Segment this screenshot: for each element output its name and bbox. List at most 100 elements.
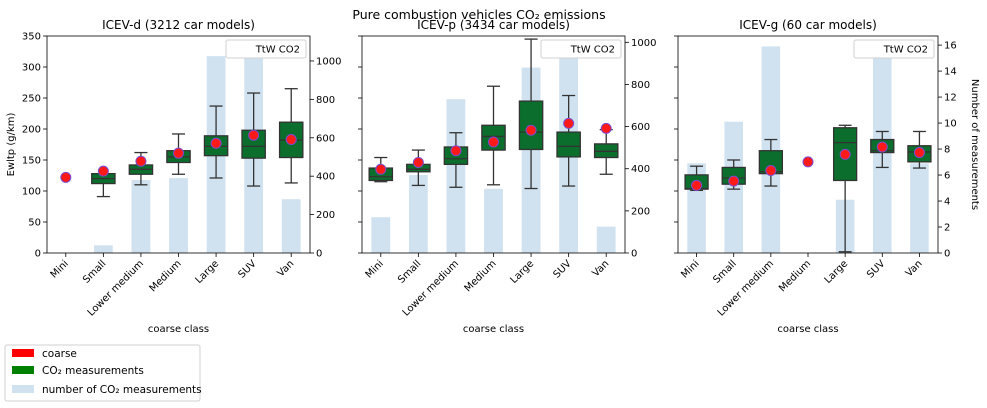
count-bar-van bbox=[910, 163, 929, 253]
mean-dot-van bbox=[600, 122, 612, 134]
x-tick-label: Small bbox=[711, 258, 738, 285]
legend-swatch-co2 bbox=[12, 366, 34, 374]
panel-legend-label: TtW CO2 bbox=[255, 45, 300, 56]
count-bar-van bbox=[596, 226, 616, 253]
right-tick-label: 10 bbox=[944, 119, 957, 130]
right-tick-label: 0 bbox=[631, 249, 637, 260]
right-tick-label: 200 bbox=[316, 210, 335, 221]
right-tick-label: 400 bbox=[316, 172, 335, 183]
panel-title: ICEV-d (3212 car models) bbox=[102, 18, 255, 32]
left-tick-label: 50 bbox=[28, 218, 41, 229]
mean-dot-medium bbox=[173, 147, 184, 159]
panel-title: ICEV-g (60 car models) bbox=[739, 18, 877, 32]
mean-dot-suv bbox=[563, 117, 575, 129]
box-iqr bbox=[556, 131, 581, 158]
mean-dot-mini bbox=[375, 163, 387, 175]
panel-title: ICEV-p (3434 car models) bbox=[417, 18, 570, 32]
right-tick-label: 8 bbox=[944, 145, 950, 156]
mean-dot-lower-medium bbox=[450, 145, 462, 157]
figure-legend-frame bbox=[4, 344, 201, 402]
plot-frame bbox=[677, 35, 939, 254]
x-tick-label: Van bbox=[275, 258, 296, 279]
x-tick-label: Large bbox=[823, 258, 851, 286]
legend-label-co2: CO₂ measurements bbox=[42, 365, 144, 377]
box-mini bbox=[368, 156, 394, 183]
mean-dot-lower-medium bbox=[765, 165, 777, 177]
right-tick-label: 6 bbox=[944, 171, 950, 182]
count-bar-small bbox=[408, 175, 428, 253]
x-tick-label: Medium bbox=[777, 258, 813, 294]
x-tick-label: Medium bbox=[463, 258, 499, 294]
left-tick-label: 200 bbox=[22, 125, 41, 136]
x-tick-label: SUV bbox=[865, 258, 887, 280]
box-suv bbox=[556, 94, 581, 187]
count-bar-medium bbox=[484, 188, 503, 253]
mean-dot-medium bbox=[488, 136, 499, 148]
mean-dot-suv bbox=[248, 129, 260, 141]
x-tick-label: Van bbox=[904, 258, 925, 279]
mean-dot-mini bbox=[691, 179, 703, 191]
x-tick-label: Mini bbox=[364, 258, 386, 280]
right-tick-label: 400 bbox=[631, 164, 650, 175]
mean-dot-large bbox=[525, 124, 537, 136]
box-medium bbox=[481, 85, 506, 186]
x-axis-label: coarse class bbox=[777, 324, 838, 335]
left-tick-label: 150 bbox=[22, 156, 41, 167]
mean-dot-large bbox=[839, 148, 851, 160]
box-van bbox=[278, 88, 304, 184]
legend-swatch-count bbox=[12, 385, 34, 393]
y-axis-label: Ewltp (g/km) bbox=[6, 113, 17, 177]
right-tick-label: 200 bbox=[631, 206, 650, 217]
legend-label-count: number of CO₂ measurements bbox=[42, 384, 202, 396]
mean-dot-large bbox=[210, 137, 222, 149]
box-suv bbox=[241, 92, 266, 187]
right-tick-label: 600 bbox=[631, 122, 650, 133]
mean-dot-small bbox=[412, 156, 424, 168]
x-tick-label: Large bbox=[194, 258, 222, 286]
x-tick-label: SUV bbox=[551, 258, 573, 280]
right-tick-label: 0 bbox=[944, 249, 950, 260]
right-tick-label: 14 bbox=[944, 67, 957, 78]
x-tick-label: Medium bbox=[148, 258, 184, 294]
x-tick-label: Mini bbox=[679, 258, 701, 280]
mean-dot-van bbox=[913, 147, 925, 159]
panel-legend-frame bbox=[853, 39, 935, 59]
mean-dot-van bbox=[285, 134, 297, 146]
box-van bbox=[593, 128, 619, 175]
mean-dot-suv bbox=[876, 141, 888, 153]
count-bar-lower-medium bbox=[131, 180, 151, 253]
legend-swatch-coarse bbox=[12, 349, 34, 357]
panel-legend-frame bbox=[540, 39, 622, 59]
panel-legend-label: TtW CO2 bbox=[570, 45, 615, 56]
left-tick-label: 300 bbox=[22, 63, 41, 74]
right-tick-label: 1000 bbox=[631, 38, 656, 49]
right-tick-label: 2 bbox=[944, 223, 950, 234]
right-tick-label: 0 bbox=[316, 249, 322, 260]
right-tick-label: 4 bbox=[944, 197, 950, 208]
figure-legend: coarse CO₂ measurements number of CO₂ me… bbox=[4, 344, 202, 402]
right-tick-label: 16 bbox=[944, 41, 957, 52]
panel-1: 0 50 100 150 200 250 300 350 0 200 400 600 800 1000 Mi… bbox=[6, 18, 341, 335]
count-bar-medium bbox=[169, 178, 188, 253]
x-tick-label: Mini bbox=[49, 258, 71, 280]
legend-label-coarse: coarse bbox=[42, 348, 77, 360]
mean-dot-lower-medium bbox=[135, 155, 147, 167]
left-tick-label: 100 bbox=[22, 187, 41, 198]
right-tick-label: 12 bbox=[944, 93, 957, 104]
x-tick-label: Large bbox=[509, 258, 537, 286]
mean-dot-small bbox=[97, 165, 109, 177]
y-axis-label-right: Number of measurements bbox=[969, 79, 980, 210]
x-axis-label: coarse class bbox=[148, 324, 209, 335]
panel-legend-frame bbox=[225, 39, 307, 59]
x-tick-label: SUV bbox=[236, 258, 258, 280]
left-tick-label: 250 bbox=[22, 94, 41, 105]
box-small bbox=[91, 172, 116, 198]
mean-dot-medium bbox=[802, 156, 814, 168]
count-bar-van bbox=[281, 199, 301, 253]
left-tick-label: 0 bbox=[35, 249, 41, 260]
x-axis-label: coarse class bbox=[463, 324, 524, 335]
x-tick-label: Van bbox=[590, 258, 611, 279]
